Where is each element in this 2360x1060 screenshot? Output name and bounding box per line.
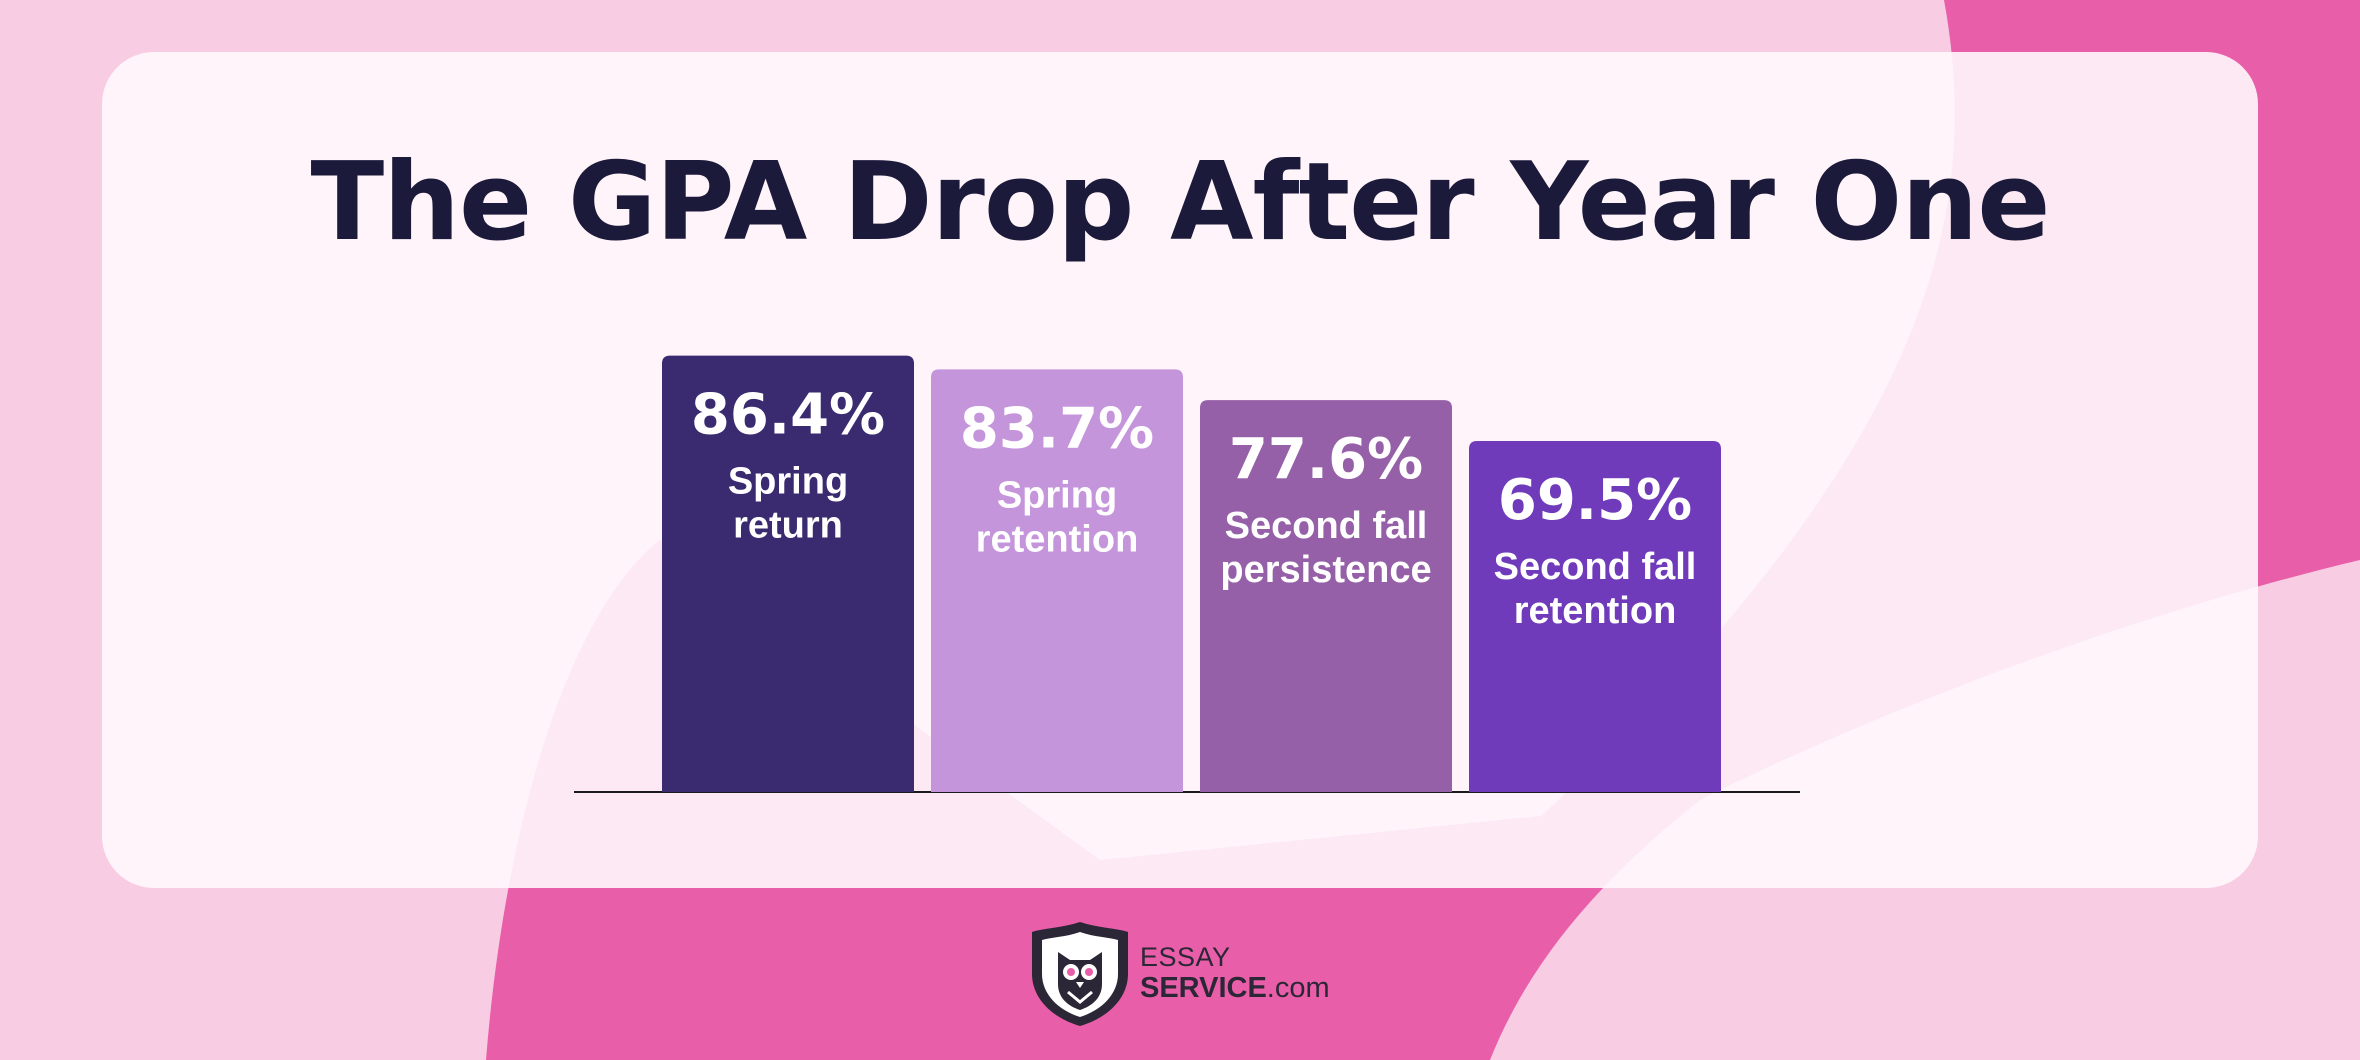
owl-shield-icon [1032,922,1128,1026]
logo-text-service-bold: SERVICE [1140,972,1267,1004]
bar-value-label-3: 77.6% [1229,427,1423,492]
bar-category-label-3: Second fall persistence [1220,505,1431,591]
bar-3 [1200,400,1452,792]
logo-text-essay: ESSAY [1140,942,1231,972]
chart-title: The GPA Drop After Year One [310,140,2050,265]
bar-1 [662,355,914,792]
bar-2 [931,369,1183,792]
bar-value-label-4: 69.5% [1498,468,1692,533]
brand-logo: ESSAY SERVICE.com [1028,918,1338,1028]
bar-category-label-2: Spring retention [976,474,1139,560]
bar-category-label-1: Spring return [728,461,848,547]
logo-text-service: SERVICE.com [1140,972,1330,1005]
bar-category-label-4: Second fall retention [1494,546,1697,632]
bar-value-label-1: 86.4% [691,383,885,448]
bar-value-label-2: 83.7% [960,396,1154,461]
bar-4 [1469,441,1721,792]
logo-text-domain: .com [1266,972,1330,1004]
